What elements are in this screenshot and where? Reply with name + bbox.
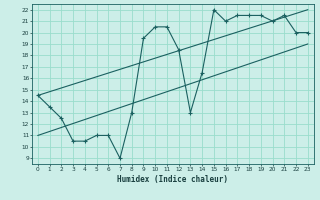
X-axis label: Humidex (Indice chaleur): Humidex (Indice chaleur) [117,175,228,184]
